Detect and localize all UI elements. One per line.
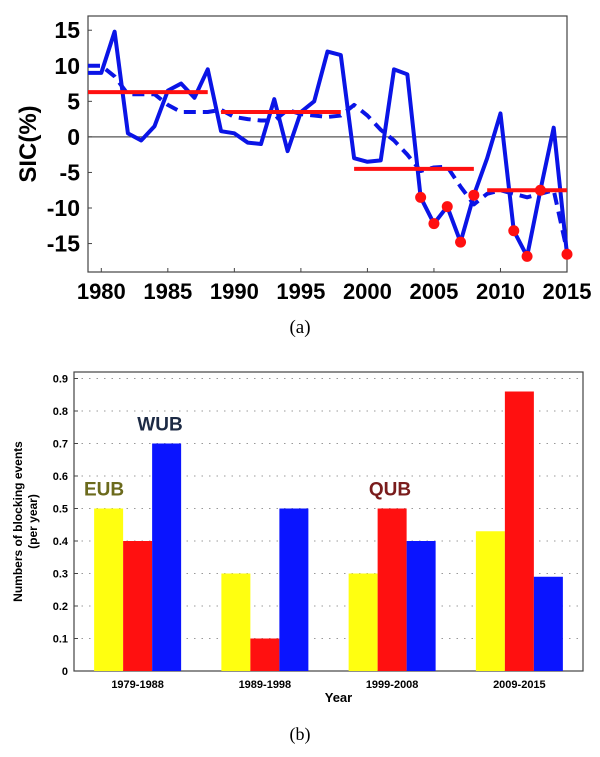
- sic-line-chart: 15 10 5 0 -5 -10 -15 1980 1985 1990 1995 2000 2005 20…: [15, 15, 592, 338]
- y-tick-label: -5: [60, 159, 81, 185]
- series-label-wub: WUB: [137, 415, 182, 436]
- y-tick-label: 0.9: [53, 374, 68, 386]
- y-tick-label: -15: [47, 231, 80, 257]
- y-tick-label: 0.5: [53, 504, 68, 516]
- y-tick-label: 0.3: [53, 569, 68, 581]
- bar-qub: [250, 638, 280, 671]
- caption-a: (a): [289, 317, 310, 338]
- highlight-marker: [415, 191, 427, 203]
- y-tick-label: 0: [62, 666, 68, 678]
- x-tick-label: 2000: [343, 279, 392, 304]
- highlight-marker: [561, 248, 573, 260]
- bar-wub: [533, 576, 563, 671]
- x-tick-label: 1990: [210, 279, 259, 304]
- x-tick-label: 2009-2015: [493, 679, 546, 691]
- highlight-marker: [534, 184, 546, 196]
- y-tick-label: 0.6: [53, 471, 68, 483]
- blocking-bar-chart: 0 0.1 0.2 0.3 0.4 0.5 0.6 0.7 0.8 0.9 1979-1988 198…: [11, 371, 584, 745]
- y-tick-label: 10: [54, 53, 80, 79]
- y-tick-label: 0.7: [53, 439, 68, 451]
- highlight-marker: [508, 225, 520, 237]
- y-tick-label: 0: [67, 124, 80, 150]
- x-axis-label: Year: [325, 690, 352, 705]
- x-tick-label: 2010: [476, 279, 525, 304]
- bar-wub: [406, 541, 436, 671]
- highlight-marker: [468, 189, 480, 201]
- y-tick-label: 0.4: [53, 536, 69, 548]
- highlight-marker: [428, 218, 440, 230]
- bar-qub: [123, 541, 153, 671]
- y-tick-label: 0.1: [53, 634, 68, 646]
- bar-eub: [94, 508, 124, 671]
- bar-qub: [504, 391, 534, 671]
- y-tick-label: -10: [47, 195, 80, 221]
- x-tick-label: 1979-1988: [111, 679, 164, 691]
- x-tick-label: 1985: [143, 279, 192, 304]
- x-tick-label: 1980: [77, 279, 126, 304]
- y-tick-label: 5: [67, 88, 80, 114]
- x-tick-label: 1995: [276, 279, 325, 304]
- x-tick-label: 1999-2008: [366, 679, 419, 691]
- bar-wub: [152, 443, 182, 671]
- y-tick-label: 0.2: [53, 601, 68, 613]
- smoothed-series-line: [88, 63, 569, 252]
- y-tick-label: 0.8: [53, 406, 68, 418]
- x-tick-label: 2005: [409, 279, 458, 304]
- y-axis-label-units: (per year): [26, 494, 40, 549]
- highlight-marker: [441, 201, 453, 213]
- y-axis-label: SIC(%): [15, 105, 42, 182]
- highlight-marker: [521, 250, 533, 262]
- series-label-eub: EUB: [84, 480, 124, 501]
- caption-b: (b): [290, 724, 311, 745]
- highlight-marker: [455, 236, 467, 248]
- bar-qub: [377, 508, 407, 671]
- bar-eub: [221, 573, 251, 671]
- bar-wub: [279, 508, 309, 671]
- x-tick-label: 1989-1998: [239, 679, 292, 691]
- y-axis-label: Numbers of blocking events: [11, 441, 25, 602]
- series-label-qub: QUB: [369, 480, 411, 501]
- x-tick-label: 2015: [543, 279, 592, 304]
- y-tick-label: 15: [54, 17, 80, 43]
- bar-eub: [348, 573, 378, 671]
- bar-eub: [475, 531, 505, 671]
